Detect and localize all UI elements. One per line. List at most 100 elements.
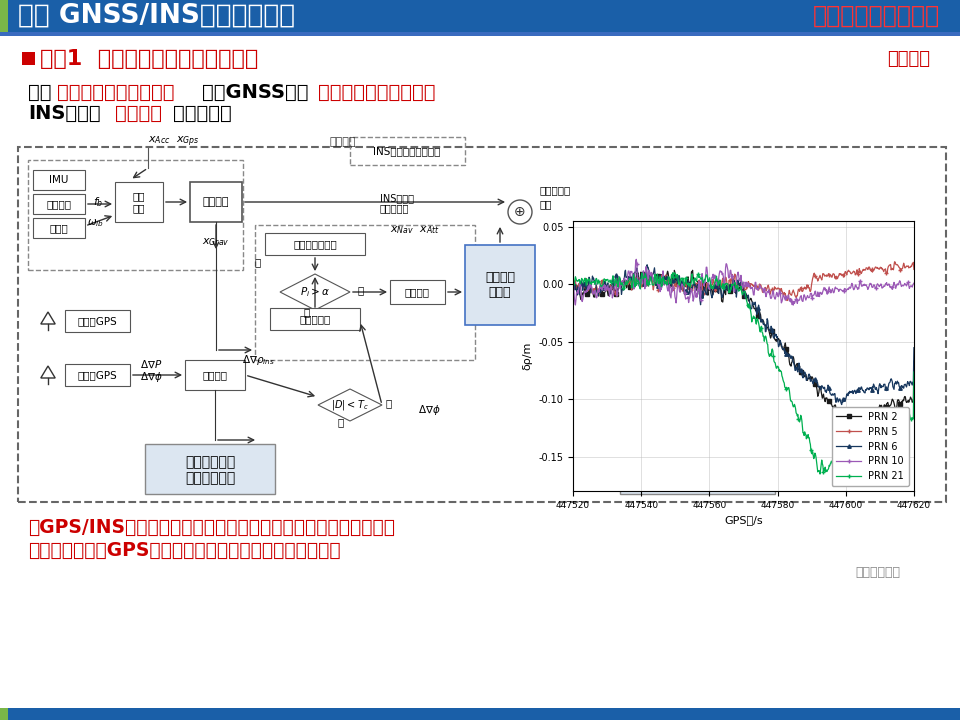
PRN 5	[796, 284, 807, 292]
Bar	[0, 32, 960, 36]
PRN 10	[567, 278, 579, 287]
Text: $|D| < T_c$: $|D| < T_c$	[331, 398, 369, 412]
Bar	[33, 170, 85, 190]
PRN 5	[781, 296, 793, 305]
PRN 6	[825, 390, 836, 398]
Circle shape	[508, 200, 532, 224]
PRN 6	[769, 332, 780, 341]
PRN 10	[769, 294, 780, 302]
Y-axis label: δρ/m: δρ/m	[523, 342, 533, 370]
Bar	[65, 364, 130, 386]
PRN 21	[722, 279, 733, 288]
PRN 21	[825, 459, 836, 467]
PRN 10	[908, 279, 920, 287]
Text: $\Delta\nabla\phi$: $\Delta\nabla\phi$	[418, 403, 441, 417]
Text: 是: 是	[358, 285, 364, 295]
Text: 失锁或者发生周跳时，: 失锁或者发生周跳时，	[318, 83, 436, 102]
PRN 2	[796, 371, 807, 379]
Text: 有: 有	[254, 257, 261, 267]
Bar	[390, 280, 445, 304]
PRN 6	[656, 284, 667, 293]
Text: 生周跳INS预测卫: 生周跳INS预测卫	[660, 461, 733, 474]
Bar	[33, 194, 85, 214]
Text: 反馈校正: 反馈校正	[330, 137, 356, 147]
PRN 5	[567, 282, 579, 291]
PRN 10	[722, 266, 733, 274]
PRN 6	[567, 282, 579, 291]
Bar	[145, 444, 275, 494]
PRN 2	[655, 275, 666, 284]
Text: $x_{Acc}$  $x_{Gps}$: $x_{Acc}$ $x_{Gps}$	[148, 135, 200, 149]
Text: 力学编排: 力学编排	[203, 197, 229, 207]
Bar	[18, 147, 946, 502]
Text: 在GPS/INS组合系统中，传统的周跳探测方法对载体动态不敏感，: 在GPS/INS组合系统中，传统的周跳探测方法对载体动态不敏感，	[28, 518, 395, 536]
PRN 6	[722, 286, 733, 294]
Line: PRN 2: PRN 2	[571, 269, 916, 424]
Text: 惯性辅助周跳: 惯性辅助周跳	[185, 455, 235, 469]
Text: 陀螺仪: 陀螺仪	[50, 223, 68, 233]
Text: ⊕: ⊕	[515, 205, 526, 219]
Bar	[65, 310, 130, 332]
PRN 21	[567, 279, 579, 288]
Text: 修复周跳: 修复周跳	[404, 287, 429, 297]
PRN 6	[796, 366, 807, 374]
Text: ，在GNSS部分: ，在GNSS部分	[202, 83, 308, 102]
PRN 10	[796, 296, 807, 305]
PRN 2	[567, 283, 579, 292]
Bar	[255, 225, 475, 360]
Text: 部分失锁后或者发: 部分失锁后或者发	[665, 446, 729, 459]
Text: 是: 是	[386, 398, 393, 408]
PRN 21	[628, 270, 639, 279]
Text: $\Delta\nabla\phi$: $\Delta\nabla\phi$	[140, 370, 162, 384]
PRN 10	[628, 279, 639, 288]
Text: 测绘学术资讯: 测绘学术资讯	[855, 565, 900, 578]
Text: $\Delta\nabla P$: $\Delta\nabla P$	[140, 359, 162, 369]
PRN 2	[686, 266, 698, 274]
Bar	[115, 182, 163, 222]
Text: 阈值的自适应选择方法: 阈值的自适应选择方法	[57, 83, 175, 102]
Bar	[265, 233, 365, 255]
Polygon shape	[318, 389, 382, 421]
Text: 参考站GPS: 参考站GPS	[77, 316, 117, 326]
PRN 5	[825, 270, 836, 279]
PRN 5	[768, 286, 780, 294]
Text: 误差
修正: 误差 修正	[132, 192, 145, 213]
Legend: PRN 2, PRN 5, PRN 6, PRN 10, PRN 21: PRN 2, PRN 5, PRN 6, PRN 10, PRN 21	[831, 407, 909, 486]
Text: 内容1  高精度紧组合周跳探测方法: 内容1 高精度紧组合周跳探测方法	[40, 49, 258, 69]
Text: 技术流程: 技术流程	[887, 50, 930, 68]
PRN 6	[641, 261, 653, 269]
PRN 2	[835, 418, 847, 426]
Bar	[22, 52, 35, 65]
PRN 10	[631, 255, 642, 264]
Text: 周跳探测: 周跳探测	[203, 370, 228, 380]
PRN 5	[722, 284, 733, 293]
Bar	[270, 308, 360, 330]
Text: 模糊度重新解算: 模糊度重新解算	[293, 239, 337, 249]
PRN 6	[908, 343, 920, 352]
Text: $P_i > \alpha$: $P_i > \alpha$	[300, 285, 330, 299]
Text: 位置、速度: 位置、速度	[540, 185, 571, 195]
PRN 10	[656, 285, 667, 294]
Text: 采用: 采用	[28, 83, 52, 102]
PRN 5	[628, 274, 639, 283]
Line: PRN 5: PRN 5	[571, 260, 916, 302]
Bar	[350, 137, 465, 165]
Text: $x_{Grav}$: $x_{Grav}$	[203, 236, 229, 248]
Text: 地距误差: 地距误差	[681, 474, 713, 487]
Text: $f_b$: $f_b$	[93, 195, 104, 209]
Text: 惯性信息可辅助GPS周跳探测，有效考虑载体的运动信息。: 惯性信息可辅助GPS周跳探测，有效考虑载体的运动信息。	[28, 541, 341, 559]
Text: 否: 否	[303, 307, 309, 317]
Text: INS位置、速度、姿态: INS位置、速度、姿态	[373, 146, 441, 156]
Text: 探测技术流程: 探测技术流程	[185, 471, 235, 485]
Text: $\omega_{ib}$: $\omega_{ib}$	[86, 217, 104, 229]
Text: 组合量选择: 组合量选择	[300, 314, 330, 324]
Text: IMU: IMU	[49, 175, 69, 185]
Text: 紧组合导
航解算: 紧组合导 航解算	[485, 271, 515, 299]
PRN 5	[889, 258, 900, 266]
PRN 10	[787, 301, 799, 310]
Line: PRN 21: PRN 21	[571, 271, 916, 476]
Polygon shape	[280, 274, 350, 310]
Bar	[185, 360, 245, 390]
Text: $x_{Nav}$  $x_{Att}$: $x_{Nav}$ $x_{Att}$	[390, 224, 440, 236]
Bar	[0, 0, 8, 32]
